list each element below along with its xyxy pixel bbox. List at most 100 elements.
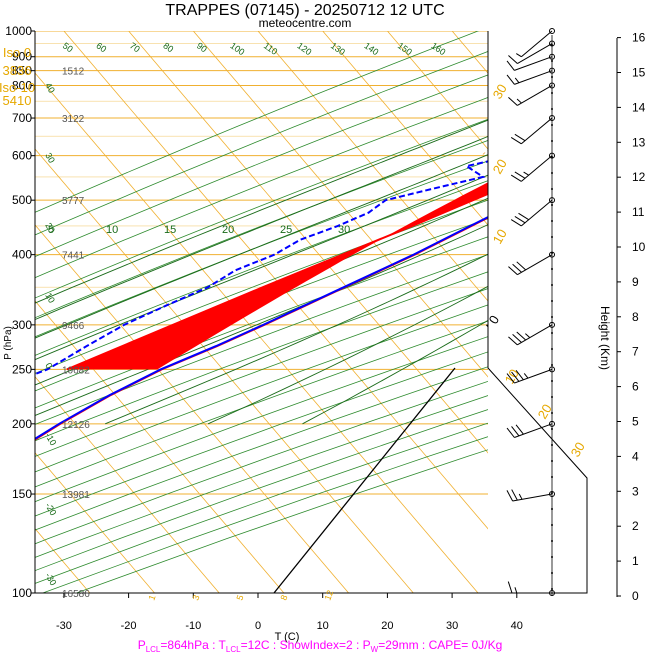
moist-adiabat-line (35, 154, 488, 339)
geopotential-label: 9466 (62, 321, 85, 332)
wind-barb-flag (514, 216, 526, 224)
right-scale-label: 10 (490, 226, 510, 246)
isotherm-line (63, 31, 488, 530)
wind-barb-shaft (521, 117, 553, 145)
wind-barb-circle (549, 40, 555, 47)
dry-adiabat-line (35, 160, 488, 338)
moist-adiabat-line (35, 135, 488, 321)
wind-staff-dot (551, 460, 553, 462)
dewpoint-line (35, 160, 488, 376)
wind-staff-dot (551, 124, 553, 126)
left-edge-label: 40 (43, 81, 57, 95)
theta-label: 90 (195, 40, 209, 54)
wind-barb-flag (508, 55, 518, 64)
dry-adiabat-line (35, 74, 488, 258)
x-tick-label: 0 (255, 620, 261, 632)
wind-staff-dot (551, 220, 553, 222)
wind-barb-flag (514, 587, 518, 594)
theta-e-label: 30 (338, 224, 350, 236)
iso-10-label: Iso-10 (0, 80, 35, 95)
wind-staff-dot (551, 252, 553, 254)
wind-staff-dot (551, 188, 553, 190)
wind-barb-circle (549, 420, 555, 427)
wind-barb-flag (511, 371, 520, 382)
wind-barb-flag (512, 334, 522, 343)
wind-staff-dot (551, 508, 553, 510)
wind-barb-shaft (517, 85, 553, 106)
wind-barb-flag (510, 136, 522, 145)
wind-barb-circle (549, 197, 555, 204)
theta-label: 80 (161, 40, 175, 54)
wind-barb-flag (512, 263, 522, 273)
wind-barb-flag (508, 266, 518, 276)
wind-staff-dot (551, 140, 553, 142)
wind-staff-dot (551, 236, 553, 238)
wind-barb-flag (508, 336, 518, 346)
wind-barb-flag (514, 77, 520, 84)
wind-barb-shaft (517, 43, 553, 64)
iso-0-value: 3836 (3, 63, 32, 78)
isotherm-line (192, 31, 488, 378)
height-tick-label: 3 (632, 484, 639, 498)
hodograph-label: 20 (535, 401, 555, 421)
wind-barb-circle (549, 67, 555, 74)
wind-barb-flag (518, 493, 523, 500)
x-tick-label: 30 (446, 620, 458, 632)
theta-e-label: 20 (222, 224, 234, 236)
theta-e-label: 5 (48, 224, 54, 236)
left-edge-label: 20 (43, 221, 57, 235)
wind-staff-dot (551, 60, 553, 62)
wind-barb-flag (516, 53, 522, 58)
chart-subtitle: meteocentre.com (259, 16, 352, 30)
mixing-ratio-label: 5 (234, 594, 245, 602)
wind-barb-shaft (514, 423, 553, 438)
theta-label: 70 (128, 40, 142, 54)
wind-barb-flag (511, 489, 518, 501)
isotherm-line (35, 452, 155, 593)
wind-barb-shaft (514, 56, 553, 71)
wind-barb-flag (525, 333, 531, 339)
wind-barb-circle (549, 366, 555, 373)
parcel-line (66, 192, 488, 371)
wind-barb-flag (516, 261, 527, 271)
wind-barb-shaft (514, 368, 553, 384)
x-tick-label: 20 (381, 620, 393, 632)
wind-barb-shaft (512, 493, 553, 502)
p-tick-label: 700 (12, 111, 32, 125)
isotherm-line (35, 300, 285, 593)
wind-staff-dot (551, 316, 553, 318)
wind-staff-dot (551, 156, 553, 158)
wind-staff-dot (551, 380, 553, 382)
wind-barb-shaft (521, 30, 553, 58)
p-tick-label: 150 (12, 487, 32, 501)
dry-adiabat-line (35, 118, 488, 299)
dry-adiabat-line (35, 288, 488, 457)
wind-barb-flag (506, 490, 514, 502)
wind-barb-flag (515, 369, 524, 381)
wind-staff-dot (551, 476, 553, 478)
right-scale-label: 30 (490, 81, 510, 101)
moist-adiabat-line (35, 119, 488, 304)
wind-barb-circle (549, 82, 555, 89)
dry-adiabat-line (35, 271, 488, 442)
p-tick-label: 500 (12, 193, 32, 207)
geopotential-label: 3122 (62, 114, 85, 125)
dry-adiabat-line (35, 139, 488, 319)
dry-adiabat-line (35, 51, 488, 236)
diagonal-line (273, 367, 456, 594)
wind-barb-circle (549, 53, 555, 60)
dry-adiabat-line (35, 97, 488, 279)
mixing-ratio-label: 12 (322, 589, 335, 602)
geopotential-label: 16586 (62, 589, 90, 600)
wind-staff-dot (551, 44, 553, 46)
y-axis-label: P (hPa) (3, 326, 14, 360)
wind-barb-shaft (517, 254, 553, 276)
dry-adiabat-line (35, 351, 488, 517)
wind-staff-dot (551, 108, 553, 110)
wind-staff-dot (551, 540, 553, 542)
height-tick-label: 15 (632, 66, 645, 80)
wind-barb-flag (507, 581, 513, 594)
p-tick-label: 800 (12, 78, 32, 92)
wind-staff-dot (551, 172, 553, 174)
geopotential-label: 7441 (62, 251, 85, 262)
